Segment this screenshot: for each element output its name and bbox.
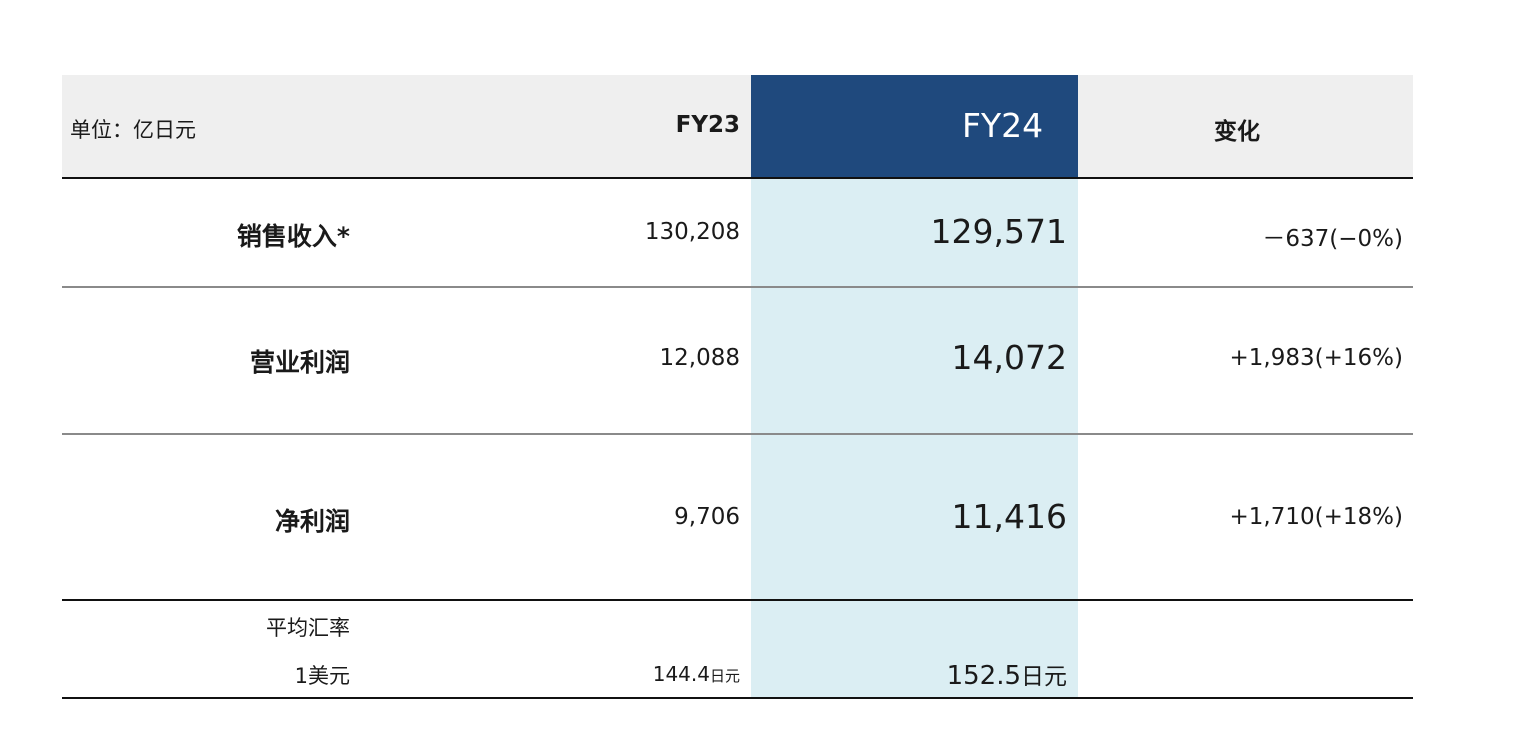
unit-label: 单位：亿日元	[70, 118, 196, 142]
row-label: 营业利润	[249, 348, 350, 377]
table-header-background	[62, 75, 1413, 178]
section-divider	[62, 599, 1413, 601]
fy23-fx-unit: 日元	[709, 667, 740, 685]
fy23-fx-value: 144.4	[652, 662, 710, 686]
change-value: －637(−0%)	[1262, 226, 1403, 252]
fy23-fx: 144.4日元	[653, 662, 740, 686]
table-bottom-border	[62, 697, 1413, 699]
fy24-column-highlight	[751, 179, 1078, 698]
change-value: +1,710(+18%)	[1229, 504, 1403, 530]
row-label: 销售收入*	[236, 222, 350, 251]
fy24-fx-unit: 日元	[1021, 664, 1067, 690]
change-value: +1,983(+16%)	[1229, 345, 1403, 371]
row-label: 净利润	[274, 507, 350, 536]
fy24-fx: 152.5日元	[947, 657, 1067, 691]
row-divider	[62, 433, 1413, 435]
fy24-value: 129,571	[930, 212, 1067, 251]
fy23-value: 9,706	[674, 504, 740, 530]
header-fy24: FY24	[962, 106, 1044, 145]
row-divider	[62, 286, 1413, 288]
header-fy23: FY23	[675, 112, 740, 138]
fy23-value: 12,088	[659, 345, 740, 371]
fy24-header-cell	[751, 75, 1078, 178]
fx-label: 平均汇率	[266, 616, 350, 640]
fy24-value: 11,416	[951, 497, 1067, 536]
fy23-value: 130,208	[644, 219, 740, 245]
fy24-value: 14,072	[951, 338, 1067, 377]
fx-label-unit: 1美元	[294, 664, 350, 688]
header-change: 变化	[1214, 119, 1260, 145]
header-divider	[62, 177, 1413, 179]
fy24-fx-value: 152.5	[946, 661, 1021, 691]
